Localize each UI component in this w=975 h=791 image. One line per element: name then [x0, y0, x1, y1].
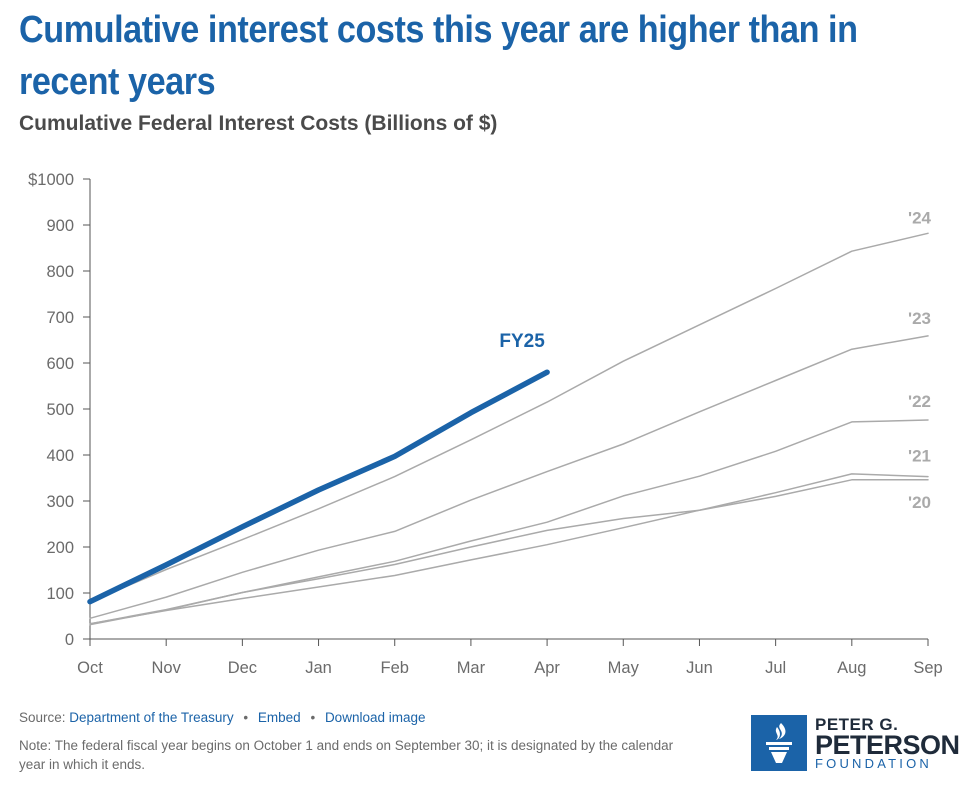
x-tick-label: Feb: [381, 659, 409, 677]
chart-title: Cumulative interest costs this year are …: [19, 9, 858, 103]
y-tick-label: 500: [46, 401, 74, 419]
chart-note: Note: The federal fiscal year begins on …: [19, 738, 674, 772]
x-tick-label: Apr: [534, 659, 560, 677]
y-tick-label: 900: [46, 217, 74, 235]
series-line-24: [89, 232, 929, 603]
torch-icon: [751, 715, 807, 771]
line-chart: $1000 900 800 700 600 500 400 300 200 100 0 Oct Nov…: [28, 171, 943, 677]
x-tick-label: May: [608, 659, 640, 677]
y-tick-label: 0: [65, 631, 74, 649]
x-axis: Oct Nov Dec Jan Feb Mar Apr May Jun Jul Aug Sep: [77, 638, 943, 677]
x-tick-label: Dec: [228, 659, 257, 677]
source-link[interactable]: Department of the Treasury: [69, 710, 234, 725]
series-line-fy25: [87, 369, 550, 605]
series-labels: '20 '21 '22 '23 '24 FY25: [499, 208, 931, 512]
series-label-20: '20: [908, 493, 931, 512]
peterson-foundation-logo[interactable]: PETER G. PETERSON FOUNDATION: [751, 715, 960, 773]
y-tick-label: 400: [46, 447, 74, 465]
download-image-link[interactable]: Download image: [324, 710, 426, 725]
y-tick-label: 800: [46, 263, 74, 281]
bullet-separator: •: [310, 710, 316, 725]
series-label-fy25: FY25: [499, 331, 545, 352]
x-tick-label: Mar: [457, 659, 486, 677]
series-line-20: [89, 479, 929, 625]
y-tick-label: 300: [46, 493, 74, 511]
chart-subtitle: Cumulative Federal Interest Costs (Billi…: [19, 112, 498, 135]
x-tick-label: Sep: [913, 659, 942, 677]
y-tick-label: 600: [46, 355, 74, 373]
series-label-21: '21: [908, 447, 931, 466]
y-tick-label: 700: [46, 309, 74, 327]
x-tick-label: Aug: [837, 659, 866, 677]
x-tick-label: Jun: [686, 659, 713, 677]
x-tick-label: Nov: [152, 659, 182, 677]
bullet-separator: •: [243, 710, 249, 725]
logo-line-2: PETERSON: [815, 730, 960, 760]
logo-line-1: PETER G.: [815, 715, 899, 734]
y-tick-label: 200: [46, 539, 74, 557]
series-line-23: [89, 335, 929, 620]
series-line-22: [89, 419, 929, 625]
embed-link[interactable]: Embed: [257, 710, 301, 725]
series-label-23: '23: [908, 309, 931, 328]
logo-line-3: FOUNDATION: [815, 756, 932, 771]
series-lines: [87, 232, 929, 626]
y-tick-label: 100: [46, 585, 74, 603]
x-tick-label: Jan: [305, 659, 332, 677]
chart-footer: Source: Department of the Treasury • Emb…: [19, 708, 719, 774]
x-tick-label: Oct: [77, 659, 103, 677]
x-tick-label: Jul: [765, 659, 786, 677]
y-axis: $1000 900 800 700 600 500 400 300 200 100 0: [28, 171, 91, 649]
series-label-22: '22: [908, 392, 931, 411]
source-label: Source:: [19, 710, 66, 725]
series-label-24: '24: [908, 208, 931, 227]
y-tick-label: $1000: [28, 171, 74, 189]
